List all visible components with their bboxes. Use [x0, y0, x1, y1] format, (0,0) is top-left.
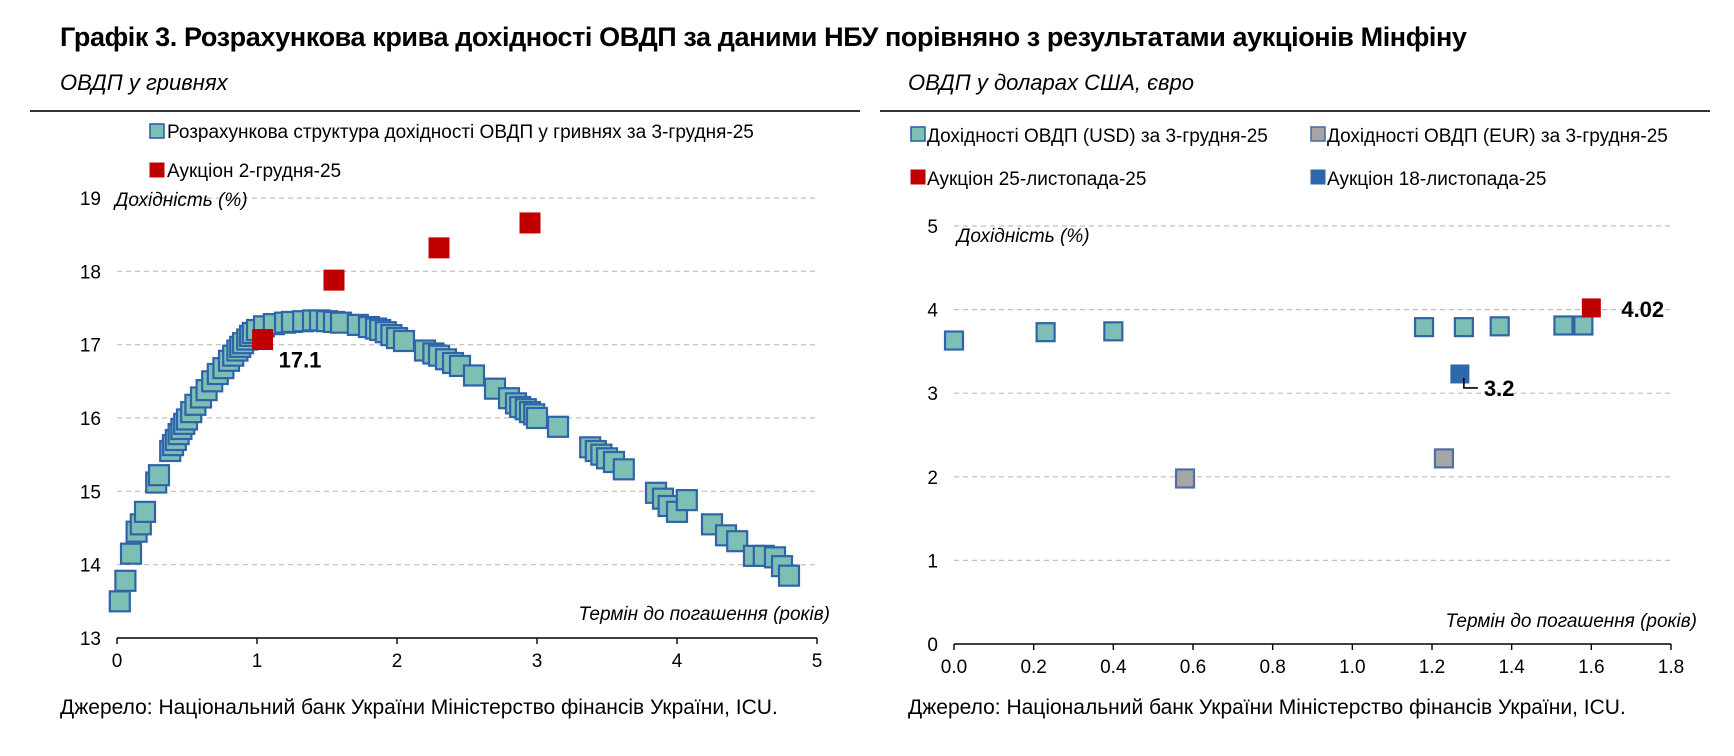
usd-eur-x-tick-label: 1.8 [1658, 657, 1684, 678]
uah-x-tick-label: 0 [112, 651, 123, 672]
legend-swatch-uah-auction [149, 162, 165, 178]
usd-eur-point-teal [1035, 322, 1056, 343]
legend-swatch-usd [910, 126, 926, 142]
right-panel-source: Джерело: Національний банк України Мініс… [908, 696, 1626, 719]
uah-y-tick-label: 18 [80, 262, 101, 283]
uah-x-tick-label: 2 [392, 651, 403, 672]
legend-label-eur: Дохідності ОВДП (EUR) за 3-грудня-25 [1327, 126, 1668, 147]
usd-eur-x-tick-label: 1.6 [1578, 657, 1604, 678]
uah-point-red [323, 269, 345, 291]
uah-x-axis-title: Термін до погашення (років) [578, 604, 830, 625]
usd-eur-x-tick-label: 0.8 [1259, 657, 1285, 678]
legend-swatch-uah-curve [149, 123, 165, 139]
usd-eur-point-teal [1489, 316, 1510, 337]
usd-eur-point-teal [1573, 315, 1594, 336]
uah-point-teal [726, 530, 749, 553]
uah-y-tick-label: 16 [80, 409, 101, 430]
uah-point-red [252, 329, 274, 351]
usd-eur-point-blue [1450, 364, 1470, 384]
right-panel-subtitle: ОВДП у доларах США, євро [908, 70, 1194, 95]
uah-point-teal [114, 569, 137, 592]
uah-x-tick-label: 4 [672, 651, 683, 672]
uah-point-teal [525, 406, 549, 430]
usd-eur-y-tick-label: 4 [927, 301, 938, 322]
usd-eur-x-tick-label: 1.0 [1339, 657, 1365, 678]
legend-swatch-eur [1310, 126, 1326, 142]
usd-eur-x-tick-label: 0.6 [1180, 657, 1206, 678]
uah-point-teal [675, 489, 698, 512]
usd-eur-yield-chart: Дохідності ОВДП (USD) за 3-грудня-25 Дох… [910, 126, 1697, 678]
usd-eur-x-axis-title: Термін до погашення (років) [1445, 611, 1697, 632]
uah-point-teal [147, 464, 171, 487]
uah-y-axis-title: Дохідність (%) [113, 190, 248, 211]
usd-eur-data-label: 4.02 [1621, 297, 1664, 322]
usd-eur-x-tick-label: 0.0 [941, 657, 967, 678]
legend-label-uah-curve: Розрахункова структура дохідності ОВДП у… [167, 122, 754, 143]
uah-yield-chart: Розрахункова структура дохідності ОВДП у… [80, 122, 830, 672]
usd-eur-point-gray [1433, 448, 1455, 469]
uah-x-tick-label: 5 [812, 651, 823, 672]
uah-y-tick-label: 14 [80, 556, 102, 577]
usd-eur-label-leader-line [1463, 377, 1478, 389]
legend-label-auction-nov25: Аукціон 25-листопада-25 [927, 169, 1146, 190]
usd-eur-x-tick-label: 0.2 [1020, 657, 1046, 678]
left-panel-subtitle: ОВДП у гривнях [60, 70, 228, 95]
uah-x-tick-label: 1 [252, 651, 263, 672]
usd-eur-y-tick-label: 1 [927, 551, 938, 572]
left-panel-divider [30, 110, 860, 112]
uah-y-tick-label: 15 [80, 482, 101, 503]
figure-title: Графік 3. Розрахункова крива дохідності … [60, 22, 1467, 52]
legend-label-usd: Дохідності ОВДП (USD) за 3-грудня-25 [927, 126, 1268, 147]
usd-eur-x-tick-label: 1.4 [1498, 657, 1525, 678]
usd-eur-data-label: 3.2 [1484, 376, 1515, 401]
uah-y-tick-label: 17 [80, 336, 101, 357]
uah-point-teal [133, 500, 157, 523]
usd-eur-point-gray [1174, 468, 1196, 489]
uah-point-teal [612, 458, 635, 481]
legend-label-auction-nov18: Аукціон 18-листопада-25 [1327, 169, 1546, 190]
uah-point-teal [108, 590, 131, 613]
usd-eur-point-teal [1453, 317, 1474, 338]
usd-eur-point-teal [1103, 321, 1124, 342]
uah-point-red [428, 237, 450, 259]
usd-eur-y-tick-label: 2 [927, 468, 938, 489]
uah-data-label: 17.1 [279, 348, 322, 373]
usd-eur-x-tick-label: 0.4 [1100, 657, 1127, 678]
usd-eur-y-tick-label: 0 [927, 635, 938, 656]
usd-eur-y-axis-title: Дохідність (%) [955, 226, 1090, 247]
usd-eur-point-teal [943, 330, 965, 351]
usd-eur-point-teal [1553, 315, 1574, 336]
uah-point-teal [119, 542, 143, 565]
legend-swatch-auction-nov25 [910, 169, 926, 185]
legend-label-uah-auction: Аукціон 2-грудня-25 [167, 161, 341, 182]
legend-swatch-auction-nov18 [1310, 169, 1326, 185]
uah-point-teal [546, 415, 570, 438]
right-panel-divider [880, 110, 1710, 112]
usd-eur-y-tick-label: 3 [927, 384, 938, 405]
uah-x-tick-label: 3 [532, 651, 543, 672]
usd-eur-point-teal [1413, 317, 1435, 338]
uah-point-teal [392, 329, 416, 353]
usd-eur-point-red [1581, 298, 1601, 318]
uah-y-tick-label: 13 [80, 629, 101, 650]
uah-point-red [519, 212, 541, 234]
usd-eur-x-tick-label: 1.2 [1419, 657, 1445, 678]
uah-point-teal [777, 564, 801, 587]
usd-eur-chart-legend: Дохідності ОВДП (USD) за 3-грудня-25 Дох… [910, 126, 1668, 190]
usd-eur-y-tick-label: 5 [927, 217, 938, 238]
uah-point-teal [462, 364, 486, 387]
uah-chart-legend: Розрахункова структура дохідності ОВДП у… [149, 122, 754, 182]
uah-y-tick-label: 19 [80, 189, 101, 210]
left-panel-source: Джерело: Національний банк України Мініс… [60, 696, 778, 719]
